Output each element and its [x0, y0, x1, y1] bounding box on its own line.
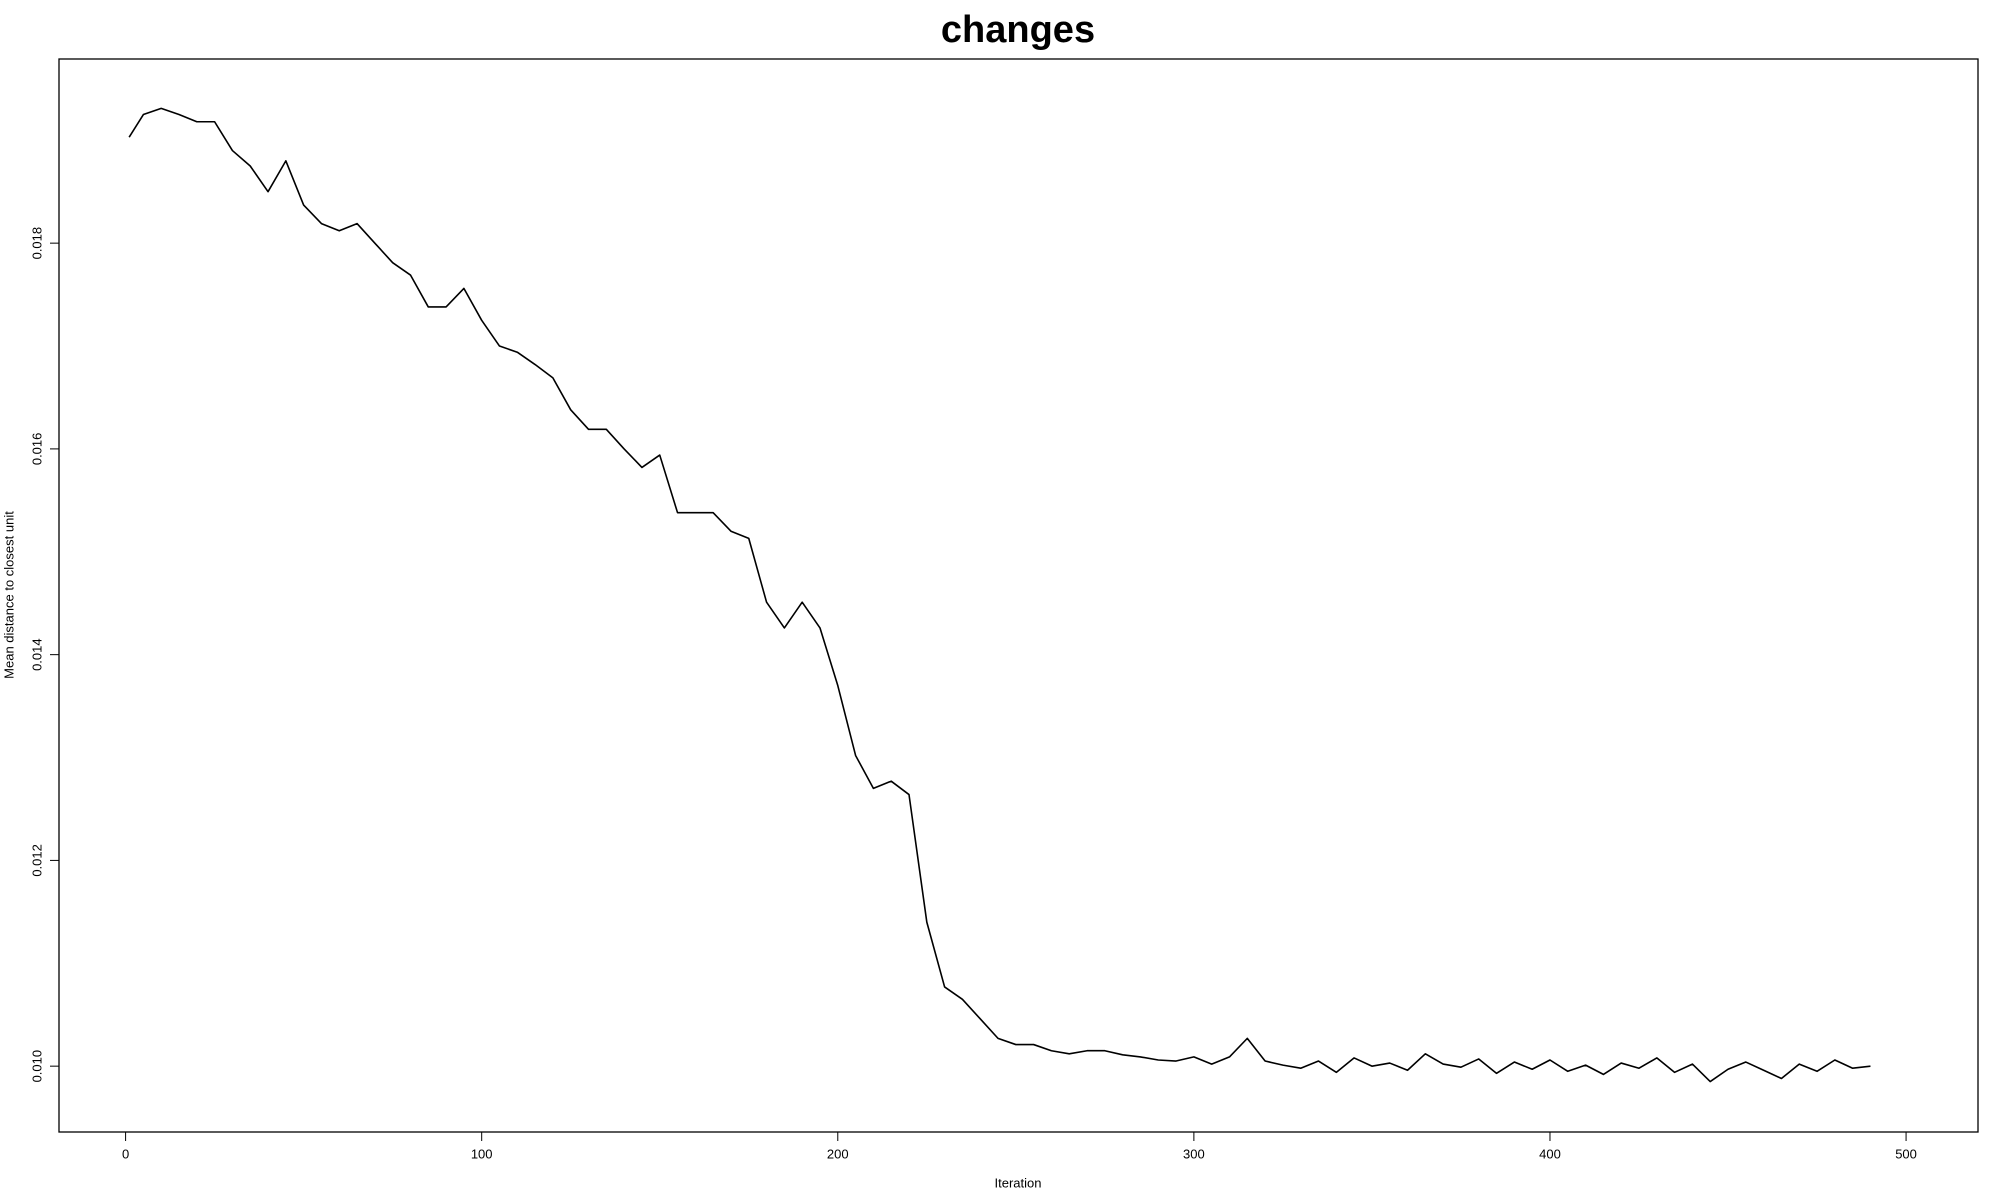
y-tick-label: 0.018 [29, 227, 44, 260]
y-tick-label: 0.014 [29, 638, 44, 671]
x-tick-label: 300 [1183, 1146, 1205, 1161]
y-tick-label: 0.016 [29, 433, 44, 466]
y-axis-label: Mean distance to closest unit [1, 511, 16, 679]
x-tick-label: 0 [122, 1146, 129, 1161]
x-tick-label: 500 [1895, 1146, 1917, 1161]
data-line [128, 107, 1871, 1083]
x-tick-label: 400 [1539, 1146, 1561, 1161]
y-tick-label: 0.012 [29, 844, 44, 877]
plot-frame [58, 58, 1979, 1133]
y-tick-label: 0.010 [29, 1050, 44, 1083]
chart-title: changes [941, 9, 1095, 51]
x-axis-label: Iteration [995, 1175, 1042, 1190]
x-tick-label: 200 [827, 1146, 849, 1161]
x-tick-label: 100 [471, 1146, 493, 1161]
